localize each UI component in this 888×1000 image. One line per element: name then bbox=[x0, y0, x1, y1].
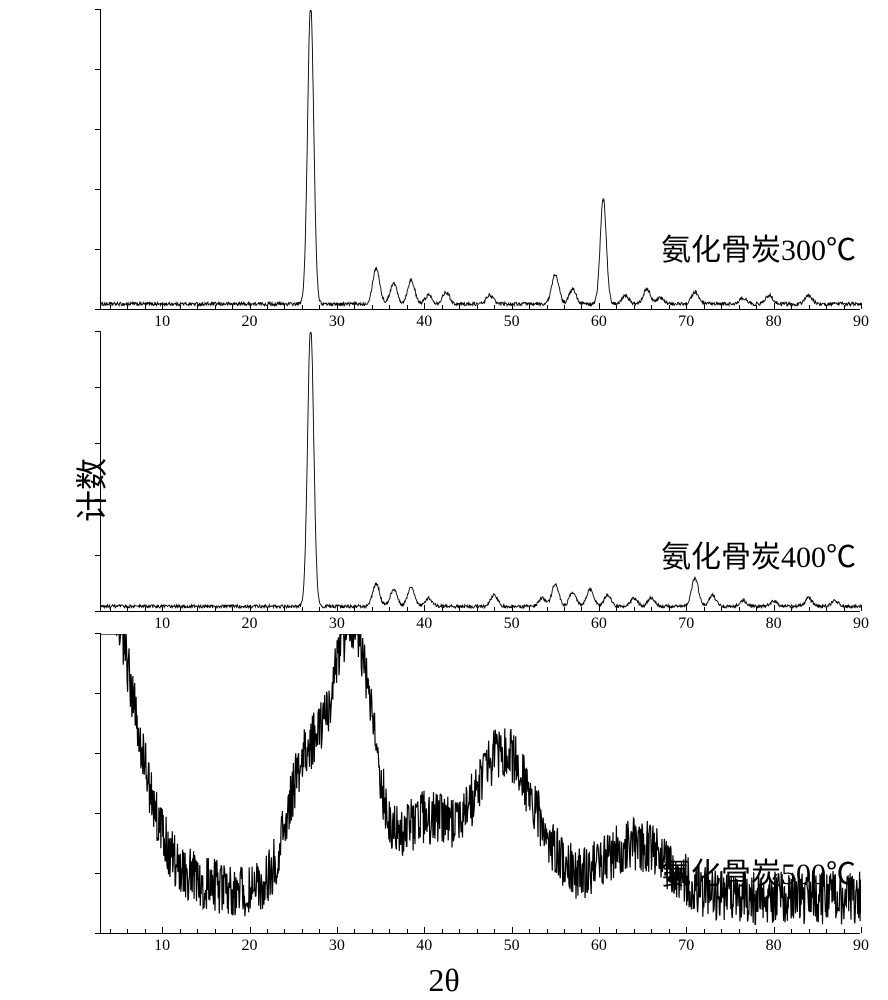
x-tick-label: 10 bbox=[154, 615, 170, 633]
x-tick-label: 70 bbox=[678, 937, 694, 955]
x-tick-label: 20 bbox=[242, 615, 258, 633]
x-axis-label: 2θ bbox=[428, 962, 459, 999]
x-tick-label: 50 bbox=[504, 615, 520, 633]
xrd-stacked-chart: 计数 102030405060708090氨化骨炭300℃10203040506… bbox=[70, 10, 860, 950]
spectrum-p400 bbox=[101, 332, 861, 612]
x-tick-label: 30 bbox=[329, 615, 345, 633]
x-tick-label: 20 bbox=[242, 937, 258, 955]
x-tick-label: 30 bbox=[329, 313, 345, 331]
x-tick-label: 10 bbox=[154, 937, 170, 955]
x-tick-label: 50 bbox=[504, 937, 520, 955]
spectrum-p300 bbox=[101, 10, 861, 310]
x-tick-label: 20 bbox=[242, 313, 258, 331]
x-tick-label: 40 bbox=[416, 937, 432, 955]
panel-p300: 102030405060708090氨化骨炭300℃ bbox=[100, 10, 860, 310]
x-tick-label: 70 bbox=[678, 615, 694, 633]
x-tick-label: 80 bbox=[766, 615, 782, 633]
x-tick-label: 40 bbox=[416, 313, 432, 331]
x-tick-label: 60 bbox=[591, 313, 607, 331]
x-tick-label: 40 bbox=[416, 615, 432, 633]
x-tick-label: 30 bbox=[329, 937, 345, 955]
panel-p500: 102030405060708090氨化骨炭500℃ bbox=[100, 634, 860, 934]
x-tick-label: 80 bbox=[766, 937, 782, 955]
x-tick-label: 80 bbox=[766, 313, 782, 331]
x-tick-label: 90 bbox=[853, 937, 869, 955]
x-tick-label: 60 bbox=[591, 615, 607, 633]
x-tick-label: 90 bbox=[853, 313, 869, 331]
panel-p400: 102030405060708090氨化骨炭400℃ bbox=[100, 332, 860, 612]
x-tick-label: 10 bbox=[154, 313, 170, 331]
spectrum-p500 bbox=[101, 634, 861, 934]
x-tick-label: 50 bbox=[504, 313, 520, 331]
x-tick-label: 70 bbox=[678, 313, 694, 331]
x-tick-label: 60 bbox=[591, 937, 607, 955]
x-tick-label: 90 bbox=[853, 615, 869, 633]
